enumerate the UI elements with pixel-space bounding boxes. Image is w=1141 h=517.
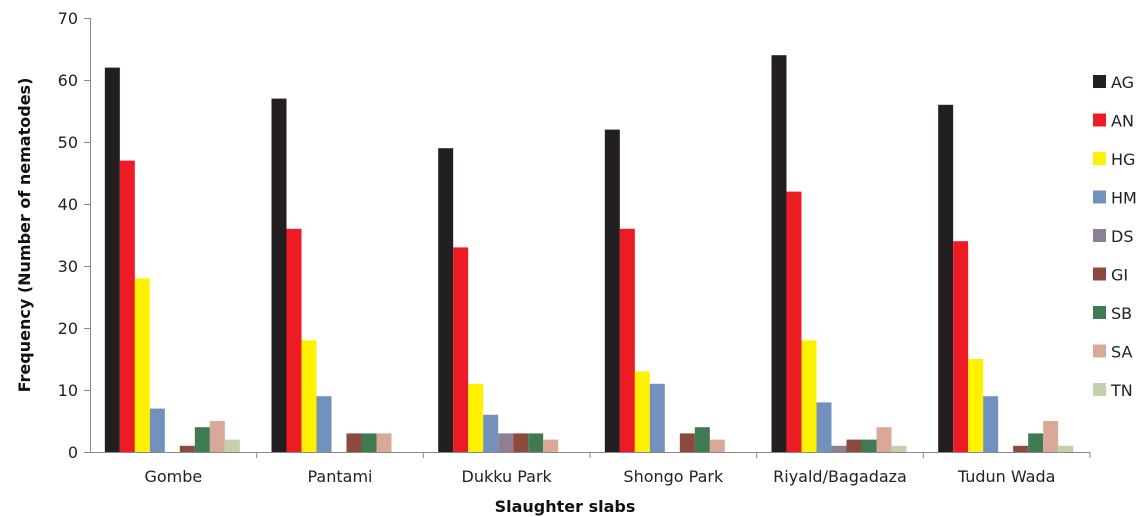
- bar-gi: [679, 433, 695, 452]
- bar-sa: [209, 421, 225, 452]
- bar-sb: [194, 427, 210, 452]
- bar-ag: [104, 67, 120, 452]
- bar-sb: [861, 439, 877, 452]
- x-category-label: Dukku Park: [462, 467, 553, 486]
- bar-hm: [149, 408, 165, 452]
- bar-ag: [438, 148, 454, 452]
- legend-label-ag: AG: [1111, 73, 1134, 92]
- legend-swatch-an: [1093, 113, 1106, 127]
- bar-hg: [134, 278, 150, 452]
- x-category-label: Pantami: [308, 467, 373, 486]
- bar-gi: [846, 439, 862, 452]
- bar-gi: [1013, 445, 1029, 452]
- x-category-label: Gombe: [144, 467, 202, 486]
- x-axis-title: Slaughter slabs: [495, 497, 636, 516]
- bar-sa: [709, 439, 725, 452]
- legend: AG AN HG HM DS GI SB SA TN: [1093, 73, 1137, 400]
- bar-ds: [498, 433, 514, 452]
- bar-an: [119, 160, 135, 452]
- bar-sa: [1043, 421, 1059, 452]
- x-category-label: Riyald/Bagadaza: [773, 467, 907, 486]
- bar-hg: [301, 340, 317, 452]
- bar-an: [619, 228, 635, 452]
- bar-an: [286, 228, 302, 452]
- y-tick-label: 40: [58, 195, 78, 214]
- x-axis-category-labels: Gombe Pantami Dukku Park Shongo Park Riyald/…: [144, 452, 1091, 486]
- bar-ds: [831, 445, 847, 452]
- bar-gi: [346, 433, 362, 452]
- legend-label-hg: HG: [1111, 150, 1135, 169]
- bar-gi: [179, 445, 195, 452]
- bar-hg: [968, 359, 984, 452]
- bar-ag: [271, 98, 287, 452]
- bar-sb: [528, 433, 544, 452]
- legend-swatch-ag: [1093, 75, 1106, 88]
- bar-hm: [649, 383, 665, 452]
- bar-ag: [771, 55, 787, 452]
- y-axis-title: Frequency (Number of nematodes): [15, 78, 34, 393]
- bar-ag: [938, 104, 954, 453]
- bar-tn: [224, 439, 240, 452]
- y-tick-label: 70: [58, 9, 78, 28]
- bar-an: [453, 247, 469, 452]
- x-category-label: Shongo Park: [623, 467, 724, 486]
- legend-swatch-sb: [1093, 306, 1106, 319]
- y-tick-label: 60: [58, 71, 78, 90]
- bar-hg: [468, 383, 484, 452]
- y-tick-label: 30: [58, 257, 78, 276]
- legend-label-gi: GI: [1111, 266, 1128, 285]
- bar-sb: [694, 427, 710, 452]
- legend-label-sb: SB: [1111, 304, 1132, 323]
- legend-swatch-hm: [1093, 190, 1106, 204]
- legend-swatch-sa: [1093, 344, 1106, 358]
- bar-tn: [1058, 445, 1074, 452]
- bar-gi: [513, 433, 529, 452]
- legend-label-sa: SA: [1111, 343, 1132, 362]
- y-tick-label: 0: [68, 443, 78, 462]
- bar-tn: [891, 445, 907, 452]
- y-tick-label: 20: [58, 319, 78, 338]
- y-axis-ticks: 0 10 20 30 40 50 60 70: [58, 9, 90, 462]
- bar-hm: [316, 396, 332, 452]
- legend-swatch-hg: [1093, 152, 1106, 165]
- legend-label-ds: DS: [1111, 227, 1133, 246]
- y-tick-label: 10: [58, 381, 78, 400]
- bar-series: [104, 55, 1074, 453]
- bar-an: [786, 191, 802, 452]
- x-category-label: Tudun Wada: [957, 467, 1056, 486]
- bar-sb: [361, 433, 377, 452]
- bar-hg: [801, 340, 817, 452]
- legend-label-hm: HM: [1111, 189, 1137, 208]
- bar-hm: [483, 414, 499, 452]
- legend-swatch-gi: [1093, 267, 1106, 281]
- bar-hg: [634, 371, 650, 452]
- bar-hm: [983, 396, 999, 452]
- bar-sb: [1028, 433, 1044, 452]
- bar-sa: [876, 427, 892, 452]
- y-tick-label: 50: [58, 133, 78, 152]
- legend-swatch-ds: [1093, 229, 1106, 242]
- bar-an: [953, 241, 969, 452]
- bar-sa: [543, 439, 559, 452]
- bar-ag: [604, 129, 620, 452]
- legend-swatch-tn: [1093, 383, 1106, 396]
- bar-hm: [816, 402, 832, 452]
- legend-label-an: AN: [1111, 112, 1134, 131]
- legend-label-tn: TN: [1110, 381, 1133, 400]
- bar-sa: [376, 433, 392, 452]
